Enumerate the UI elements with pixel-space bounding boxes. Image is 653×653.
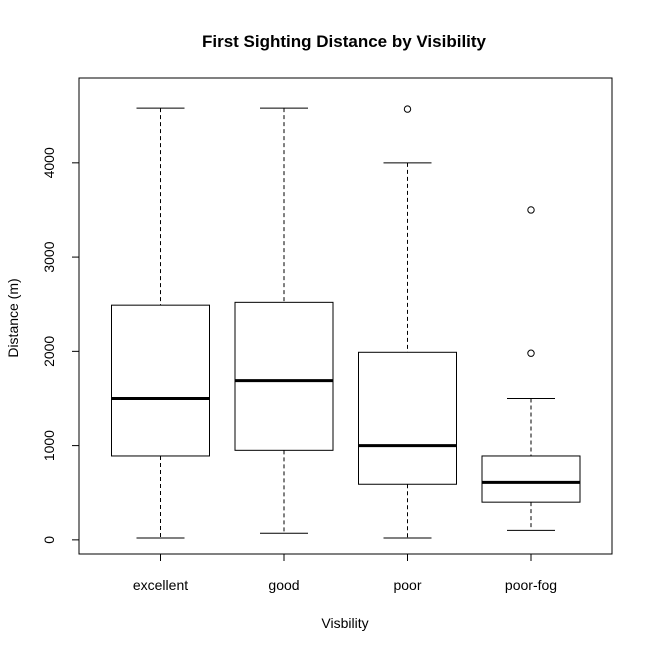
y-tick-label: 1000 (41, 430, 57, 461)
outlier-point (527, 206, 535, 214)
y-tick-label: 0 (41, 536, 57, 544)
y-tick-label: 4000 (41, 147, 57, 178)
iqr-box (481, 455, 581, 503)
y-axis: 0 1000 2000 3000 4000 (41, 147, 80, 544)
x-axis: excellent good poor poor-fog (133, 553, 557, 593)
x-tick-label: poor (393, 577, 421, 593)
box-group-excellent (111, 107, 210, 539)
boxes-layer (111, 105, 581, 539)
outlier-point (527, 349, 535, 357)
x-axis-label: Visbility (321, 615, 368, 631)
chart-title: First Sighting Distance by Visibility (202, 32, 487, 51)
box-group-poor-fog (481, 206, 581, 531)
box-group-poor (358, 105, 457, 539)
box-group-good (234, 107, 334, 534)
x-tick-label: good (268, 577, 299, 593)
y-axis-label: Distance (m) (5, 278, 21, 357)
x-tick-label: excellent (133, 577, 188, 593)
iqr-box (234, 301, 334, 451)
x-tick-label: poor-fog (505, 577, 557, 593)
y-tick-label: 3000 (41, 241, 57, 272)
iqr-box (358, 351, 457, 485)
iqr-box (111, 304, 210, 457)
outlier-point (403, 105, 412, 113)
y-tick-label: 2000 (41, 336, 57, 367)
